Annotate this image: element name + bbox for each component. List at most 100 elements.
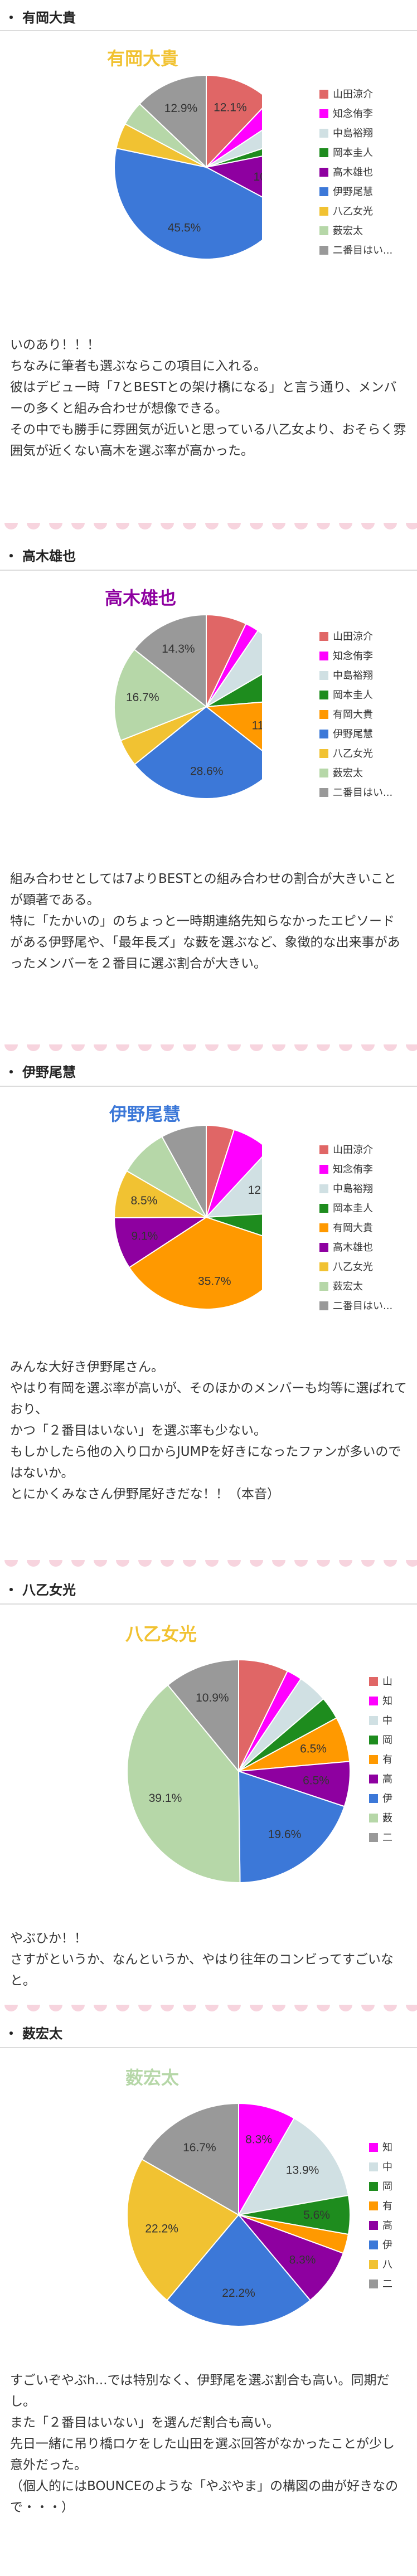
pie-slice bbox=[236, 2213, 345, 2301]
pie-slice bbox=[205, 1156, 262, 1218]
legend-label: 知念侑李 bbox=[333, 108, 373, 120]
wave-divider bbox=[0, 1044, 417, 1052]
legend-label: 八乙女光 bbox=[333, 1261, 373, 1273]
pie-slice bbox=[127, 2158, 240, 2301]
chart-title: 八乙女光 bbox=[125, 1624, 197, 1645]
legend-label: 知 bbox=[382, 2142, 392, 2154]
legend-item: 高木雄也 bbox=[319, 1240, 373, 1254]
chart-legend: 山田涼介 知念侑李 中島裕翔 岡本圭人 高木雄也 伊野尾慧 八乙女光 薮宏太 二番目はい... bbox=[319, 86, 411, 265]
paragraph: とにかくみなさん伊野尾好きだな！！（本音） bbox=[10, 1487, 280, 1501]
pie-slice bbox=[206, 108, 262, 168]
wave-divider bbox=[0, 1560, 417, 1568]
legend-item: 薮宏太 bbox=[319, 223, 363, 237]
section-text: すごいぞやぶh...では特別なく、伊野尾を選ぶ割合も高い。同期だし。 また「２番目… bbox=[10, 2370, 407, 2518]
legend-swatch bbox=[319, 1165, 328, 1174]
legend-swatch bbox=[319, 749, 328, 758]
legend-item: 伊 bbox=[369, 2237, 392, 2252]
legend-label: 中島裕翔 bbox=[333, 1183, 373, 1195]
legend-swatch bbox=[319, 207, 328, 216]
legend-item: 岡 bbox=[369, 1732, 392, 1747]
slice-label: 10.9% bbox=[253, 171, 262, 183]
legend-item: 知 bbox=[369, 1693, 392, 1708]
chart-panel: 薮宏太 8.3% 13.9% 5.6% 8.3% 22.2% 22.2% 16.7% 知中岡… bbox=[6, 2050, 411, 2363]
chart-panel: 八乙女光 6.5% 6.5% 19.6% 39.1% 10.9% 山知中岡有高伊薮二 bbox=[6, 1607, 411, 1919]
section-heading: ・八乙女光 bbox=[4, 1582, 76, 1598]
legend-swatch bbox=[319, 652, 328, 660]
legend-item: 薮宏太 bbox=[319, 1279, 363, 1293]
legend-swatch bbox=[369, 1794, 378, 1803]
legend-swatch bbox=[319, 632, 328, 641]
legend-label: 高 bbox=[382, 1773, 392, 1785]
legend-swatch bbox=[319, 90, 328, 99]
pie-chart: 6.5% 6.5% 19.6% 39.1% 10.9% bbox=[127, 1659, 351, 1883]
paragraph: もしかしたら他の入り口からJUMPを好きになったファンが多いのではないか。 bbox=[10, 1445, 401, 1480]
slice-label: 12.2% bbox=[248, 1184, 262, 1197]
divider bbox=[0, 2047, 417, 2048]
paragraph: 特に「たかいの」のちょっと一時期連絡先知らなかったエピソードがある伊野尾や、「最… bbox=[10, 914, 400, 971]
legend-swatch bbox=[319, 1301, 328, 1310]
legend-swatch bbox=[319, 1243, 328, 1252]
legend-item: 中島裕翔 bbox=[319, 125, 373, 140]
chart-title: 薮宏太 bbox=[125, 2067, 180, 2088]
pie-slice bbox=[206, 1213, 262, 1237]
legend-item: 八乙女光 bbox=[319, 746, 373, 760]
slice-label: 19.6% bbox=[268, 1828, 302, 1841]
legend-swatch bbox=[319, 1223, 328, 1232]
section-heading: ・伊野尾慧 bbox=[4, 1065, 76, 1080]
pie-slice bbox=[237, 2117, 350, 2216]
paragraph: （個人的にはBOUNCEのような「やぶやま」の構図の曲が好きなので・・・） bbox=[10, 2479, 399, 2515]
paragraph: ちなみに筆者も選ぶならこの項目に入れる。 bbox=[10, 359, 266, 373]
legend-label: 高木雄也 bbox=[333, 1242, 373, 1253]
legend-label: 岡本圭人 bbox=[333, 147, 373, 159]
legend-swatch bbox=[319, 148, 328, 157]
pie-slice bbox=[114, 648, 207, 742]
legend-label: 薮宏太 bbox=[333, 225, 363, 237]
paragraph: また「２番目はいない」を選んだ割合も高い。 bbox=[10, 2415, 279, 2430]
wave-divider bbox=[0, 523, 417, 531]
legend-item: 山田涼介 bbox=[319, 629, 373, 643]
legend-item: 中島裕翔 bbox=[319, 668, 373, 682]
pie-slice bbox=[114, 147, 262, 260]
chart-title: 高木雄也 bbox=[105, 587, 177, 609]
slice-label: 8.3% bbox=[245, 2133, 272, 2146]
legend-item: 薮 bbox=[369, 1810, 392, 1825]
wave-pattern bbox=[4, 1560, 417, 1567]
paragraph: 彼はデビュー時「7とBESTとの架け橋になる」と言う通り、メンバーの多くと組み合… bbox=[10, 380, 397, 416]
section-text: みんな大好き伊野尾さん。 やはり有岡を選ぶ率が高いが、そのほかのメンバーも均等に選… bbox=[10, 1357, 407, 1505]
legend-label: 有 bbox=[382, 2200, 392, 2212]
section-heading: ・薮宏太 bbox=[4, 2026, 62, 2042]
chart-panel: 伊野尾慧 12.2% 6% 35.7% 9.1% 8.5% 山田涼介知念侑李中島裕翔岡本… bbox=[6, 1089, 411, 1345]
legend-swatch bbox=[319, 1204, 328, 1213]
paragraph: さすがというか、なんというか、やはり往年のコンビってすごいなと。 bbox=[10, 1952, 394, 1988]
legend-label: 伊 bbox=[382, 1793, 392, 1805]
legend-label: 八 bbox=[382, 2259, 392, 2271]
legend-swatch bbox=[369, 1775, 378, 1783]
chart-legend: 山田涼介 知念侑李 中島裕翔 岡本圭人 有岡大貴 高木雄也 八乙女光 薮宏太 二番目はい... bbox=[319, 1142, 411, 1320]
legend-item: 八 bbox=[369, 2257, 392, 2271]
legend-label: 薮 bbox=[382, 1812, 392, 1824]
slice-label: 8.5% bbox=[130, 1194, 157, 1207]
legend-label: 二 bbox=[382, 1832, 392, 1844]
legend-label: 知 bbox=[382, 1695, 392, 1707]
pie-slice bbox=[166, 2214, 311, 2327]
slice-label: 16.7% bbox=[183, 2141, 216, 2154]
wave-pattern bbox=[4, 1044, 417, 1051]
slice-label: 12.9% bbox=[164, 102, 198, 115]
legend-item: 薮宏太 bbox=[319, 765, 363, 780]
legend-swatch bbox=[369, 2162, 378, 2171]
legend-label: 岡本圭人 bbox=[333, 689, 373, 701]
section-text: やぶひか！！ さすがというか、なんというか、やはり往年のコンビってすごいなと。 bbox=[10, 1928, 407, 1991]
legend-swatch bbox=[369, 2279, 378, 2288]
pie-slice bbox=[126, 1136, 208, 1219]
slice-label: 22.2% bbox=[145, 2223, 178, 2235]
legend-item: 知念侑李 bbox=[319, 106, 373, 120]
legend-item: 山 bbox=[369, 1674, 392, 1688]
legend-item: 二番目はい... bbox=[319, 1298, 392, 1313]
legend-label: 二番目はい... bbox=[333, 245, 393, 256]
legend-swatch bbox=[319, 1262, 328, 1271]
legend-item: 知 bbox=[369, 2140, 392, 2154]
legend-swatch bbox=[369, 2201, 378, 2210]
slice-label: 12.1% bbox=[214, 101, 247, 114]
legend-label: 山田涼介 bbox=[333, 1144, 373, 1156]
